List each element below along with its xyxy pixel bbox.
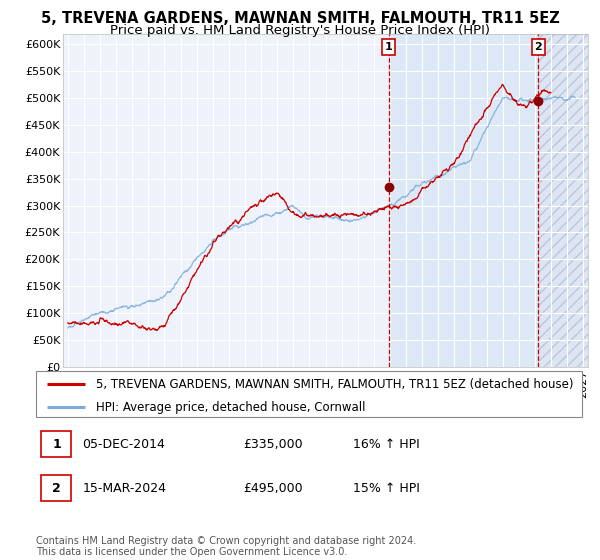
Text: 16% ↑ HPI: 16% ↑ HPI (353, 437, 419, 451)
Text: Contains HM Land Registry data © Crown copyright and database right 2024.
This d: Contains HM Land Registry data © Crown c… (36, 535, 416, 557)
Text: 15-MAR-2024: 15-MAR-2024 (82, 482, 166, 495)
Text: 1: 1 (385, 42, 392, 52)
Text: 2: 2 (52, 482, 61, 495)
Text: 15% ↑ HPI: 15% ↑ HPI (353, 482, 419, 495)
Text: £495,000: £495,000 (244, 482, 303, 495)
Bar (389, 34, 538, 367)
Text: 2: 2 (535, 42, 542, 52)
Bar (538, 34, 600, 367)
Text: Price paid vs. HM Land Registry's House Price Index (HPI): Price paid vs. HM Land Registry's House … (110, 24, 490, 36)
Text: 5, TREVENA GARDENS, MAWNAN SMITH, FALMOUTH, TR11 5EZ: 5, TREVENA GARDENS, MAWNAN SMITH, FALMOU… (41, 11, 559, 26)
Text: HPI: Average price, detached house, Cornwall: HPI: Average price, detached house, Corn… (96, 400, 365, 414)
Text: 5, TREVENA GARDENS, MAWNAN SMITH, FALMOUTH, TR11 5EZ (detached house): 5, TREVENA GARDENS, MAWNAN SMITH, FALMOU… (96, 377, 574, 391)
Text: £335,000: £335,000 (244, 437, 303, 451)
Bar (41, 431, 71, 457)
Bar (538, 34, 600, 367)
Bar (41, 475, 71, 501)
Text: 05-DEC-2014: 05-DEC-2014 (82, 437, 165, 451)
Text: 1: 1 (52, 437, 61, 451)
